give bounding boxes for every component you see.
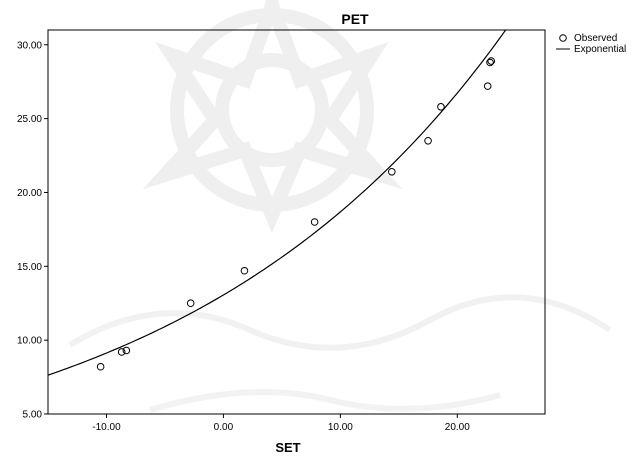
observed-point (424, 136, 432, 145)
observed-point (437, 103, 445, 111)
x-axis: -10.00 0.00 10.00 20.00 (92, 414, 470, 433)
observed-point (240, 266, 249, 275)
observed-point (186, 299, 195, 308)
x-axis-label: SET (275, 440, 300, 455)
y-tick-label: 25.00 (17, 114, 42, 125)
x-tick-label: 0.00 (214, 422, 234, 433)
x-tick-label: 20.00 (445, 422, 470, 433)
legend: Observed Exponential (556, 33, 626, 55)
x-tick-label: -10.00 (92, 422, 121, 433)
observed-point (388, 167, 396, 176)
observed-point (486, 58, 494, 67)
observed-point (117, 348, 126, 356)
watermark (142, 0, 403, 233)
legend-exponential-label: Exponential (574, 44, 626, 55)
y-tick-label: 5.00 (23, 410, 43, 421)
observed-point (310, 218, 319, 226)
watermark-script (68, 294, 612, 413)
plot-area (48, 30, 507, 376)
y-tick-label: 20.00 (17, 188, 42, 199)
y-tick-label: 30.00 (17, 40, 42, 51)
observed-point (122, 346, 131, 355)
y-axis: 5.00 10.00 15.00 20.00 25.00 30.00 (17, 40, 48, 421)
observed-points (96, 57, 496, 371)
legend-observed-marker (559, 34, 567, 42)
observed-point (487, 57, 496, 65)
y-tick-label: 15.00 (17, 262, 42, 273)
chart-title: PET (341, 11, 369, 27)
x-tick-label: 10.00 (328, 422, 353, 433)
observed-point (483, 82, 492, 90)
legend-observed-label: Observed (574, 33, 617, 44)
plot-frame (47, 29, 546, 415)
observed-point (96, 362, 105, 371)
exponential-fit-line (48, 30, 507, 376)
y-tick-label: 10.00 (17, 336, 42, 347)
